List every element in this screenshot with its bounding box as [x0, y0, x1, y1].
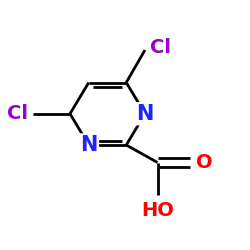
Text: N: N — [136, 104, 154, 124]
Text: O: O — [196, 153, 213, 172]
Text: N: N — [80, 135, 98, 155]
Text: Cl: Cl — [150, 38, 171, 57]
Text: HO: HO — [141, 201, 174, 220]
Text: Cl: Cl — [6, 104, 28, 123]
